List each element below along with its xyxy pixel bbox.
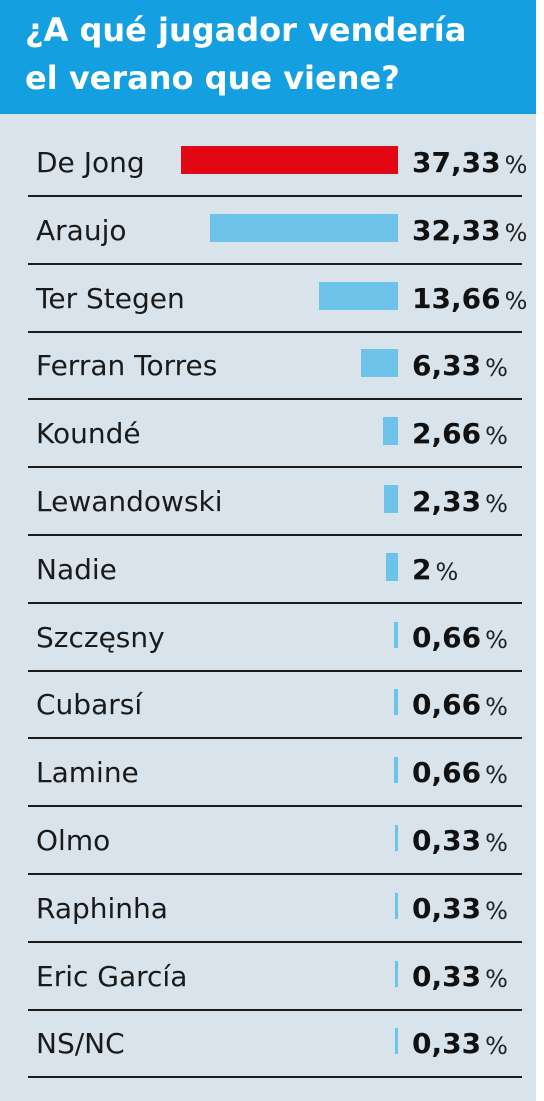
row-separator xyxy=(28,262,522,265)
unit-label-kounde: % xyxy=(485,422,508,451)
bar-szczesny xyxy=(394,621,398,648)
category-label-ns-nc: NS/NC xyxy=(36,1027,125,1061)
row-separator xyxy=(28,534,522,536)
value-label-nadie: 2 xyxy=(412,552,432,586)
category-label-ter-stegen: Ter Stegen xyxy=(36,281,185,315)
value-label-ter-stegen: 13,66 xyxy=(412,281,501,315)
category-label-eric-garcia: Eric García xyxy=(36,959,188,993)
row-separator xyxy=(28,805,522,808)
bar-raphinha xyxy=(395,892,398,919)
row-separator xyxy=(28,1008,522,1011)
row-separator xyxy=(28,195,522,197)
unit-label-de-jong: % xyxy=(504,151,528,179)
unit-label-cubarsi: % xyxy=(485,693,508,722)
unit-label-raphinha: % xyxy=(485,896,508,925)
bar-lewandowski xyxy=(384,485,398,513)
row-separator xyxy=(28,1076,522,1079)
unit-label-ferran-torres: % xyxy=(485,354,508,383)
unit-label-ns-nc: % xyxy=(485,1032,508,1061)
value-label-araujo: 32,33 xyxy=(412,213,501,247)
category-label-nadie: Nadie xyxy=(36,552,117,586)
row-separator xyxy=(28,601,522,604)
category-label-cubarsi: Cubarsí xyxy=(36,688,143,722)
row-separator xyxy=(28,737,522,740)
value-label-lamine: 0,66 xyxy=(412,756,482,790)
row-separator xyxy=(28,330,522,333)
unit-label-nadie: % xyxy=(435,557,459,586)
unit-label-lewandowski: % xyxy=(485,490,508,518)
row-separator xyxy=(28,466,522,469)
value-label-cubarsi: 0,66 xyxy=(412,688,482,722)
value-label-eric-garcia: 0,33 xyxy=(412,959,482,993)
bar-ter-stegen xyxy=(319,281,398,310)
category-label-lewandowski: Lewandowski xyxy=(36,485,223,518)
value-label-kounde: 2,66 xyxy=(412,417,482,451)
category-label-ferran-torres: Ferran Torres xyxy=(36,349,218,383)
value-label-ns-nc: 0,33 xyxy=(412,1027,482,1061)
chart-title-line-1: ¿A qué jugador vendería xyxy=(25,11,467,49)
bar-eric-garcia xyxy=(395,960,398,987)
bar-ferran-torres xyxy=(361,349,398,378)
bar-de-jong xyxy=(181,146,398,174)
row-separator xyxy=(28,873,522,875)
unit-label-lamine: % xyxy=(485,761,508,790)
value-label-lewandowski: 2,33 xyxy=(412,485,482,518)
bar-ns-nc xyxy=(395,1028,398,1055)
bar-kounde xyxy=(383,417,398,446)
chart-title-line-2: el verano que viene? xyxy=(25,59,400,97)
unit-label-eric-garcia: % xyxy=(485,964,508,993)
unit-label-araujo: % xyxy=(504,218,528,247)
bar-araujo xyxy=(210,213,398,242)
category-label-kounde: Koundé xyxy=(36,417,141,451)
row-separator xyxy=(28,940,522,943)
category-label-de-jong: De Jong xyxy=(36,146,145,179)
row-separator xyxy=(28,398,522,401)
value-label-olmo: 0,33 xyxy=(412,824,482,857)
category-label-szczesny: Szczęsny xyxy=(36,620,165,654)
value-label-ferran-torres: 6,33 xyxy=(412,349,482,383)
bar-nadie xyxy=(386,552,398,581)
title-header: ¿A qué jugador vendería el verano que vi… xyxy=(0,0,536,114)
value-label-szczesny: 0,66 xyxy=(412,620,482,654)
bar-olmo xyxy=(395,825,398,851)
value-label-raphinha: 0,33 xyxy=(412,891,482,925)
category-label-olmo: Olmo xyxy=(36,824,111,857)
value-label-de-jong: 37,33 xyxy=(412,146,501,179)
bar-lamine xyxy=(394,757,398,784)
unit-label-olmo: % xyxy=(485,829,508,857)
bar-cubarsi xyxy=(394,689,398,716)
row-separator xyxy=(28,669,522,672)
unit-label-szczesny: % xyxy=(485,625,508,654)
unit-label-ter-stegen: % xyxy=(504,286,528,315)
category-label-araujo: Araujo xyxy=(36,213,127,247)
category-label-raphinha: Raphinha xyxy=(36,891,168,925)
category-label-lamine: Lamine xyxy=(36,756,139,790)
